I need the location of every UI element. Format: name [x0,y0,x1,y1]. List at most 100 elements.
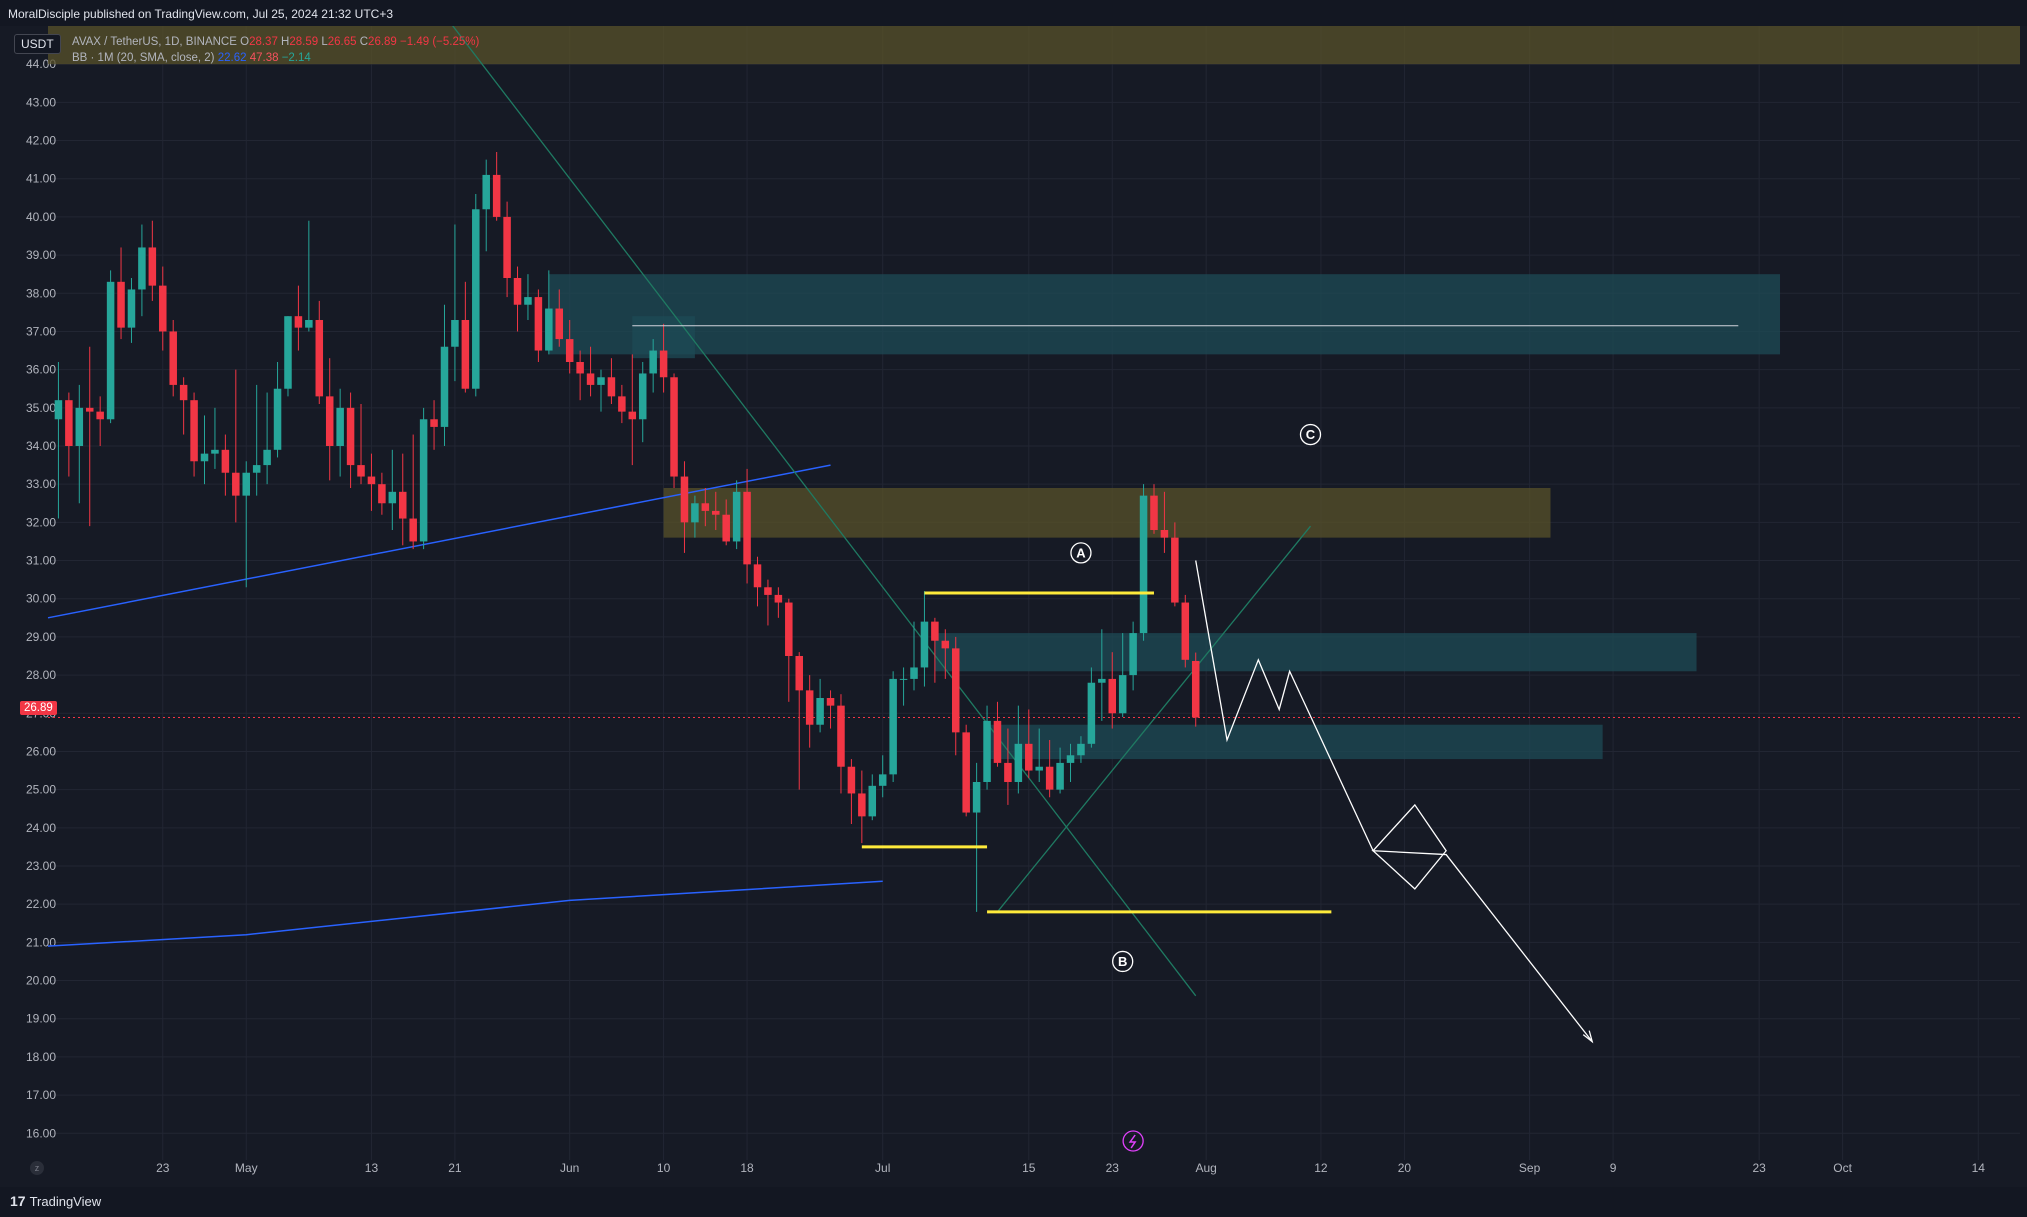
candle-body [816,698,824,725]
candle-body [211,449,219,454]
candle-body [398,491,407,519]
candle-body [336,407,344,446]
candle-body [96,411,104,420]
candle-body [910,667,918,679]
candle-body [138,247,146,290]
candle-body [200,453,209,462]
legend: AVAX / TetherUS, 1D, BINANCE O28.37 H28.… [72,34,479,66]
candle-body [357,465,365,477]
legend-bb-row: BB · 1M (20, SMA, close, 2) 22.62 47.38 … [72,50,479,66]
time-tick-label: 15 [1022,1161,1036,1175]
trend-line [996,525,1312,913]
price-tick-label: 24.00 [26,821,56,835]
candle-body [753,564,762,588]
zoom-icon[interactable]: z [30,1161,44,1175]
price-tick-label: 22.00 [26,897,56,911]
price-tick-label: 23.00 [26,859,56,873]
legend-bb-basis: 22.62 [217,52,247,64]
legend-close-label: C [359,36,369,48]
candle-body [722,514,730,542]
candle-body [764,587,772,595]
projection-arrow-head [1582,1030,1594,1044]
candle-body [983,720,991,782]
brand-logo[interactable]: 17 TradingView [10,1193,101,1209]
wave-label-circle [1070,542,1092,564]
candle-body [252,465,261,473]
candle-body [305,320,313,328]
price-tick-label: 39.00 [26,248,56,262]
candle-body [315,320,324,397]
time-tick-label: 10 [657,1161,671,1175]
legend-close: 26.89 [368,36,397,48]
candle-body [1014,743,1023,782]
price-tick-label: 43.00 [26,95,56,109]
candle-body [346,407,355,466]
candle-body [920,621,929,668]
time-axis: 23 May 13 21 Jun 10 18 Jul 15 23 Aug 12 20 Sep 9 23 Oct 1… [156,1161,1985,1175]
bottom-bar [0,1187,2027,1217]
candle-body [169,331,177,385]
candle-body [294,316,303,328]
candle-body [1066,755,1075,763]
top-bar: MoralDisciple published on TradingView.c… [0,0,2027,26]
price-tick-label: 36.00 [26,363,56,377]
price-tick-label: 30.00 [26,592,56,606]
candle-body [858,793,866,817]
candle-body [524,297,532,305]
time-tick-label: 18 [740,1161,754,1175]
zone-box [934,633,1697,672]
legend-bb-label: BB · 1M (20, SMA, close, 2) [72,52,215,64]
legend-open-label: O [240,36,250,48]
time-tick-label: 13 [365,1161,379,1175]
candle-body [492,174,501,217]
candle-body [388,491,397,504]
price-tick-label: 35.00 [26,401,56,415]
publisher-line: MoralDisciple published on TradingView.c… [8,7,393,21]
currency-badge[interactable]: USDT [14,34,61,54]
candle-body [680,476,689,523]
price-chart[interactable]: 16.00 17.00 18.00 19.00 20.00 21.00 22.00 23.00… [0,26,2027,1187]
candle-body [1171,537,1179,603]
zone-box [548,274,1781,355]
candle-body [889,678,897,775]
candle-body [409,518,417,542]
candle-body [837,705,845,767]
candle-body [628,411,637,420]
candle-body [576,362,584,374]
candle-body [190,400,198,462]
candle-body [785,602,793,656]
time-tick-label: May [235,1161,258,1175]
price-tick-label: 32.00 [26,515,56,529]
candle-body [263,449,271,466]
candle-body [795,656,803,691]
brand-name: TradingView [29,1193,102,1209]
candle-body [1035,766,1043,771]
candle-body [805,690,814,725]
time-tick-label: Jun [560,1161,579,1175]
candle-body [712,510,720,515]
candle-body [482,174,490,210]
legend-symbol-row: AVAX / TetherUS, 1D, BINANCE O28.37 H28.… [72,34,479,50]
legend-high-label: H [281,36,290,48]
candle-body [1098,678,1106,683]
time-tick-label: 23 [1106,1161,1120,1175]
time-tick-label: 9 [1610,1161,1617,1175]
price-tick-label: 31.00 [26,554,56,568]
candle-body [461,320,470,389]
candle-body [117,281,125,328]
candle-body [1004,762,1012,782]
time-tick-label: Aug [1195,1161,1216,1175]
candle-body [534,297,543,351]
candle-body [472,209,480,389]
candle-body [638,373,647,420]
candle-body [545,308,553,351]
event-icon [1122,1130,1144,1152]
zone-box [48,26,2020,65]
candle-body [284,316,292,389]
projection-path [1195,560,1593,1043]
price-tick-label: 18.00 [26,1050,56,1064]
drawings [632,325,1739,1044]
candle-body [701,503,710,511]
time-tick-label: 12 [1314,1161,1328,1175]
time-tick-label: 14 [1972,1161,1986,1175]
